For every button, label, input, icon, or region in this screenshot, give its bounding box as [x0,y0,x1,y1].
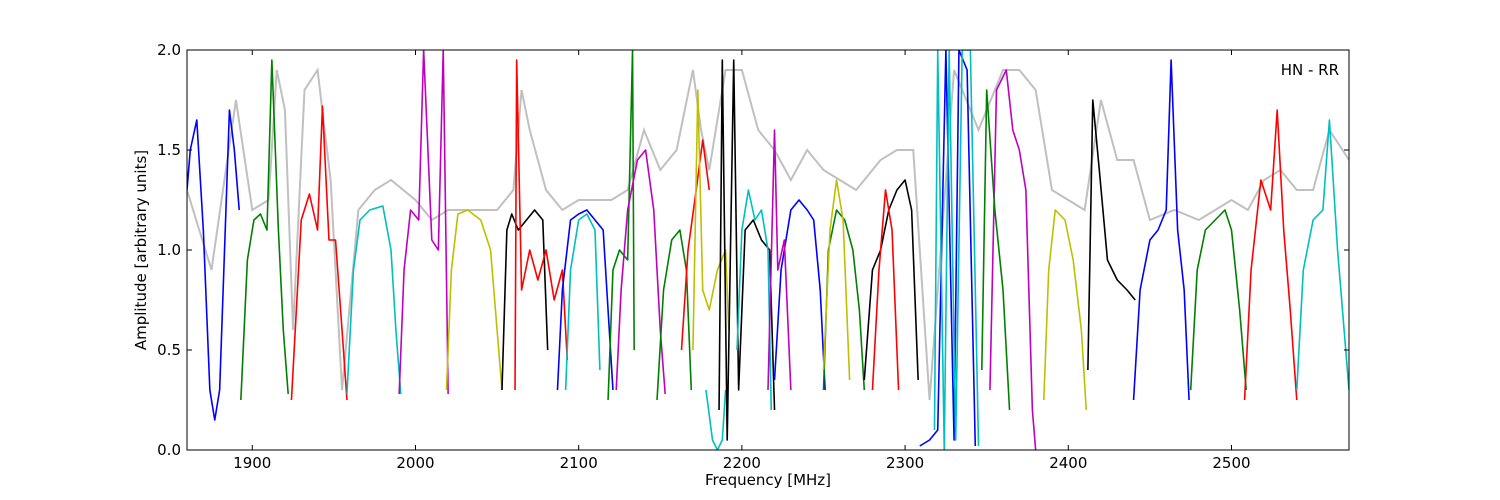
series-line-7 [514,59,569,391]
x-tick-label: 2400 [1049,454,1087,472]
series-line-12 [656,229,693,401]
series-line-8 [556,209,614,391]
series-line-5 [445,209,503,391]
series-line-23 [871,189,900,391]
series-line-18 [773,199,826,391]
series-line-1 [240,59,289,401]
x-tick-label: 2100 [560,454,598,472]
plot-frame [186,49,1350,451]
x-tick-label: 2500 [1212,454,1250,472]
series-line-26 [989,69,1037,450]
series-line-28 [1043,209,1088,411]
series-line-22 [863,179,919,381]
y-axis-label: Amplitude [arbitrary units] [132,150,150,350]
background-envelope-line [187,67,1349,401]
series-line-15 [705,389,727,450]
series-line-16 [718,59,776,441]
series-line-3 [346,205,402,395]
x-tick-label: 2200 [723,454,761,472]
x-tick-label: 2300 [886,454,924,472]
series-line-19 [767,129,792,391]
y-tick-label: 1.5 [157,141,181,159]
series-line-32 [1243,109,1298,401]
x-axis-label: Frequency [MHz] [705,471,831,489]
x-tick-label: 2000 [396,454,434,472]
series-line-14 [692,89,730,351]
y-tick-label: 1.0 [157,241,181,259]
series-line-24 [919,50,977,447]
x-tick-label: 1900 [233,454,271,472]
y-tick-label: 0.5 [157,341,181,359]
y-tick-label: 2.0 [157,41,181,59]
series-line-0 [187,109,241,421]
series-line-17 [736,189,773,411]
tick-labels: 1900 2000 2100 2200 2300 2400 2500 0.0 0.5 1.0 1.5… [157,41,1250,472]
series-line-11 [615,149,666,395]
panel-annotation: HN - RR [1281,61,1339,79]
series-line-9 [564,213,601,391]
series-line-27 [980,89,1011,411]
series-line-31 [1189,209,1247,391]
series-line-30 [1132,59,1190,401]
series-line-21 [822,179,851,381]
series-line-33 [1295,119,1349,391]
series-line-29 [1087,99,1136,371]
series-line-6 [501,209,549,391]
plot-area [187,50,1349,450]
y-tick-label: 0.0 [157,441,181,459]
series-line-2 [290,105,348,401]
series-line-25 [933,50,980,450]
series-line-4 [398,50,449,395]
